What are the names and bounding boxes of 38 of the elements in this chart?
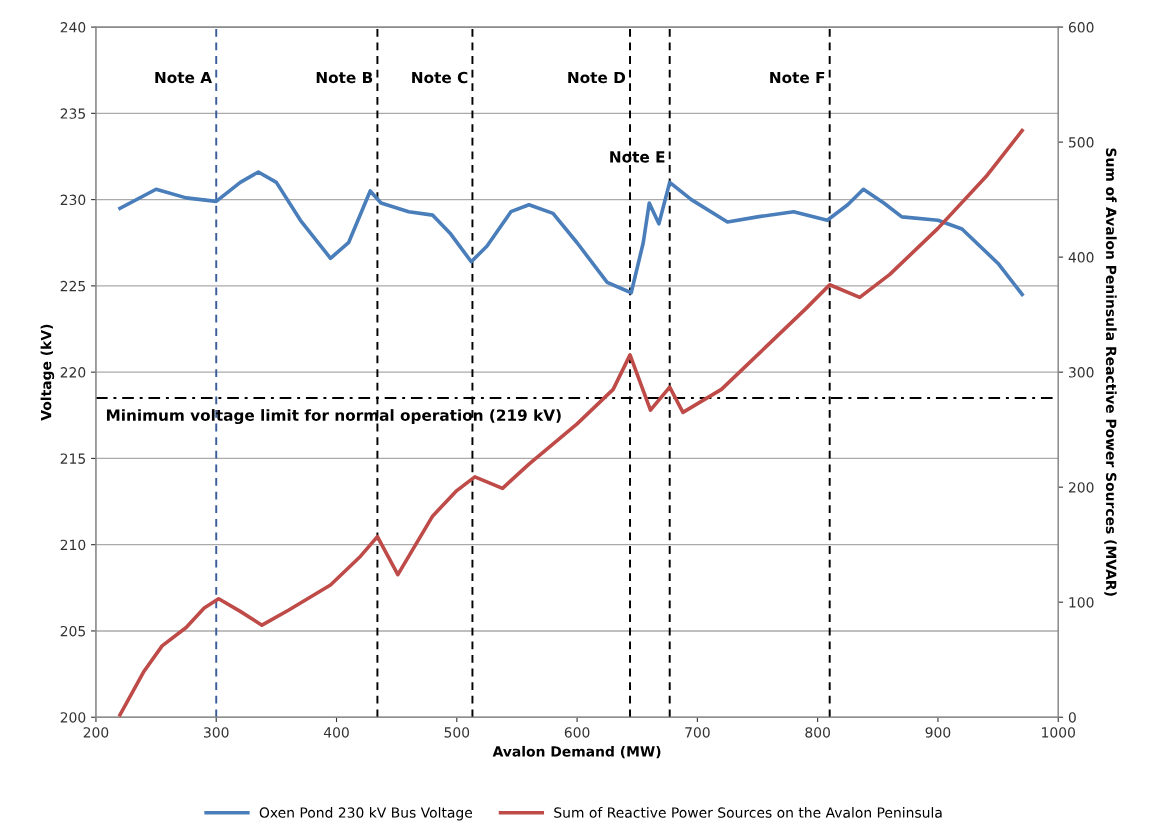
x-tick-label: 900 [925, 727, 951, 738]
y-tick-label: 220 [60, 367, 86, 378]
y2-tick-label: 400 [1068, 252, 1094, 263]
annotation: Note A [155, 71, 212, 84]
x-tick-label: 800 [805, 727, 830, 738]
y2-tick-label: 200 [1068, 482, 1094, 493]
y-tick-label: 235 [60, 108, 86, 119]
y-tick-label: 205 [60, 625, 86, 637]
line-series [118, 170, 1024, 297]
y-tick-label: 240 [60, 22, 86, 33]
x-tick-label: 300 [204, 727, 229, 738]
annotation: Note D [568, 71, 626, 84]
ref-line-label: Minimum voltage limit for normal operation (219 kV) [106, 409, 561, 425]
y2-tick-label: 500 [1069, 137, 1094, 148]
annotation: Note B [316, 71, 373, 84]
annotation: Note E [610, 151, 665, 163]
y-tick-label: 210 [60, 539, 86, 551]
x-tick-label: 700 [685, 727, 710, 738]
x-tick-label: 600 [564, 727, 590, 738]
y-tick-label: 200 [60, 712, 86, 723]
y-tick-label: 230 [60, 194, 86, 206]
annotation: Note C [412, 71, 468, 84]
y-axis-title: Voltage (kV) [40, 324, 55, 421]
y2-tick-label: 300 [1069, 367, 1094, 378]
y2-tick-label: 100 [1069, 597, 1094, 608]
x-tick-label: 200 [83, 727, 109, 738]
y2-tick-label: 0 [1068, 712, 1076, 723]
legend-label: Oxen Pond 230 kV Bus Voltage [259, 807, 473, 821]
x-tick-label: 1000 [1042, 727, 1075, 738]
y-tick-label: 225 [60, 280, 86, 292]
x-tick-label: 500 [444, 727, 470, 738]
legend-label: Sum of Reactive Power Sources on the Avalon Peninsula [554, 807, 942, 818]
x-tick-label: 400 [323, 727, 349, 738]
y2-axis-title: Sum of Avalon Peninsula Reactive Power Sources (MVAR) [1104, 148, 1117, 596]
x-axis-title: Avalon Demand (MW) [492, 745, 661, 759]
y2-tick-label: 600 [1068, 22, 1094, 33]
y-tick-label: 215 [60, 453, 86, 464]
annotation: Note F [770, 71, 825, 84]
